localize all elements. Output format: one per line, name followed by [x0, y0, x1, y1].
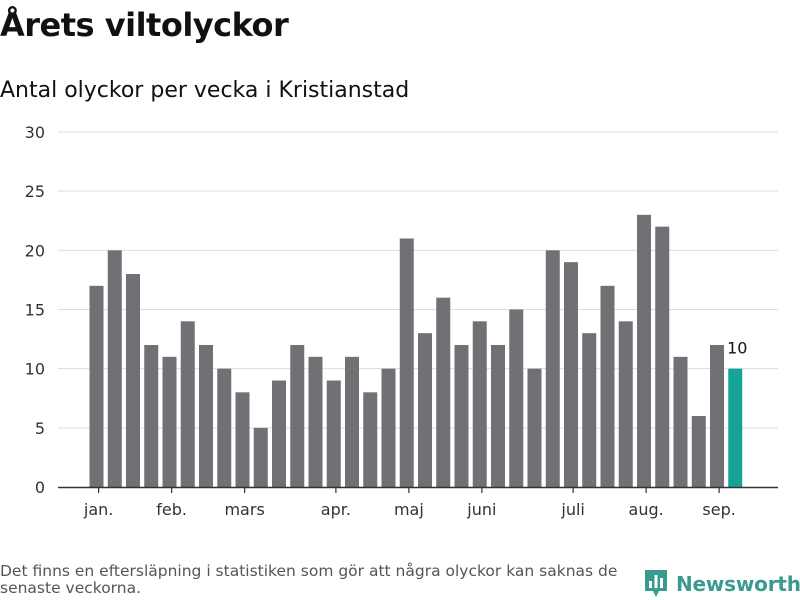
- bar: [162, 356, 177, 487]
- bar: [199, 345, 213, 487]
- y-tick-label: 25: [25, 182, 45, 201]
- last-value-label: 10: [727, 339, 747, 358]
- bar: [545, 250, 560, 487]
- bar: [491, 345, 505, 487]
- bar: [107, 250, 122, 487]
- x-tick-label: juli: [560, 500, 584, 519]
- y-tick-label: 20: [25, 241, 45, 260]
- x-tick-label: maj: [394, 500, 424, 519]
- y-tick-label: 10: [25, 360, 45, 379]
- bar: [272, 380, 286, 487]
- y-tick-label: 0: [35, 478, 45, 497]
- data-labels: 10: [727, 339, 747, 358]
- brand-name: Newsworthy: [676, 572, 800, 596]
- bar: [290, 345, 305, 487]
- bar: [418, 333, 432, 487]
- bar: [308, 356, 323, 487]
- x-tick-label: mars: [224, 500, 264, 519]
- bar: [253, 427, 268, 487]
- bar: [454, 345, 469, 487]
- bar: [235, 392, 250, 487]
- y-tick-label: 30: [25, 123, 45, 142]
- bar: [710, 345, 724, 487]
- bar: [509, 309, 524, 487]
- footnote: Det finns en eftersläpning i statistiken…: [0, 562, 618, 597]
- bar: [600, 285, 615, 487]
- y-tick-label: 5: [35, 419, 45, 438]
- x-tick-label: feb.: [156, 500, 187, 519]
- bar: [655, 226, 670, 487]
- bar: [436, 297, 451, 487]
- bar: [527, 368, 542, 487]
- bar: [217, 368, 232, 487]
- bar: [618, 321, 633, 487]
- bar: [326, 380, 341, 487]
- brand-logo[interactable]: Newsworthy: [644, 569, 800, 599]
- x-tick-label: sep.: [702, 500, 735, 519]
- bar: [381, 368, 396, 487]
- bar: [691, 416, 706, 487]
- bar: [180, 321, 195, 487]
- bar: [564, 262, 578, 487]
- bar-highlight: [728, 368, 743, 487]
- bar: [126, 274, 140, 487]
- y-tick-label: 15: [25, 301, 45, 320]
- x-tick-label: aug.: [629, 500, 664, 519]
- chart-subtitle: Antal olyckor per vecka i Kristianstad: [0, 78, 410, 103]
- x-tick-label: apr.: [321, 500, 351, 519]
- bar: [637, 214, 651, 488]
- bar: [345, 356, 359, 487]
- x-axis-ticks: jan. feb. mars apr. maj juni juli aug. sep.: [83, 487, 736, 519]
- x-tick-label: jan.: [83, 500, 113, 519]
- bar: [89, 285, 104, 487]
- bar: [582, 333, 597, 487]
- page-title: Årets viltolyckor: [0, 6, 289, 44]
- bar: [363, 392, 378, 487]
- bar: [673, 356, 688, 487]
- bar: [472, 321, 487, 487]
- x-tick-label: juni: [466, 500, 496, 519]
- y-axis-ticks: 0 5 10 15 20 25 30: [25, 123, 45, 497]
- bar: [399, 238, 414, 487]
- bar-chart-logo-icon: [645, 570, 667, 597]
- bars: [89, 214, 743, 488]
- bar: [144, 345, 159, 487]
